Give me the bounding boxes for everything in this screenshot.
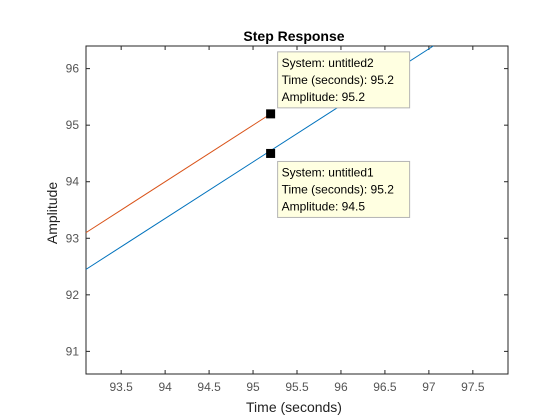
- x-tick-label: 93.5: [109, 380, 133, 394]
- axis-ticks: 93.5 94 94.5 95 95.5 96 96.5 97 97.5 91 92 93 94 95 96: [66, 46, 508, 394]
- x-tick-label: 94.5: [197, 380, 221, 394]
- x-tick-label: 96: [334, 380, 348, 394]
- datatip-text: Time (seconds): 95.2: [282, 182, 395, 196]
- y-tick-label: 94: [66, 175, 80, 189]
- x-axis-label: Time (seconds): [246, 399, 342, 415]
- datatip-text: Amplitude: 94.5: [282, 199, 366, 213]
- x-tick-label: 96.5: [373, 380, 397, 394]
- datatip-text: System: untitled1: [282, 165, 374, 179]
- datatip-marker-untitled1[interactable]: [266, 148, 276, 158]
- series-line-untitled2[interactable]: [85, 113, 271, 234]
- y-tick-label: 91: [66, 344, 80, 358]
- chart-title: Step Response: [243, 28, 344, 44]
- y-tick-label: 93: [66, 231, 80, 245]
- y-tick-label: 96: [66, 62, 80, 76]
- x-tick-label: 95: [246, 380, 260, 394]
- y-tick-label: 92: [66, 288, 80, 302]
- y-tick-label: 95: [66, 118, 80, 132]
- datatip-box-untitled1[interactable]: [277, 160, 411, 218]
- x-tick-label: 97: [422, 380, 436, 394]
- y-axis-label: Amplitude: [44, 182, 60, 244]
- x-tick-label: 94: [158, 380, 172, 394]
- datatip-text: Amplitude: 95.2: [282, 90, 366, 104]
- x-tick-label: 95.5: [285, 380, 309, 394]
- x-tick-label: 97.5: [461, 380, 485, 394]
- datatip-marker-untitled2[interactable]: [266, 109, 276, 119]
- data-tips: System: untitled2 Time (seconds): 95.2 Amp…: [266, 51, 411, 218]
- datatip-box-untitled2[interactable]: [277, 51, 411, 109]
- datatip-text: System: untitled2: [282, 56, 374, 70]
- datatip-text: Time (seconds): 95.2: [282, 73, 395, 87]
